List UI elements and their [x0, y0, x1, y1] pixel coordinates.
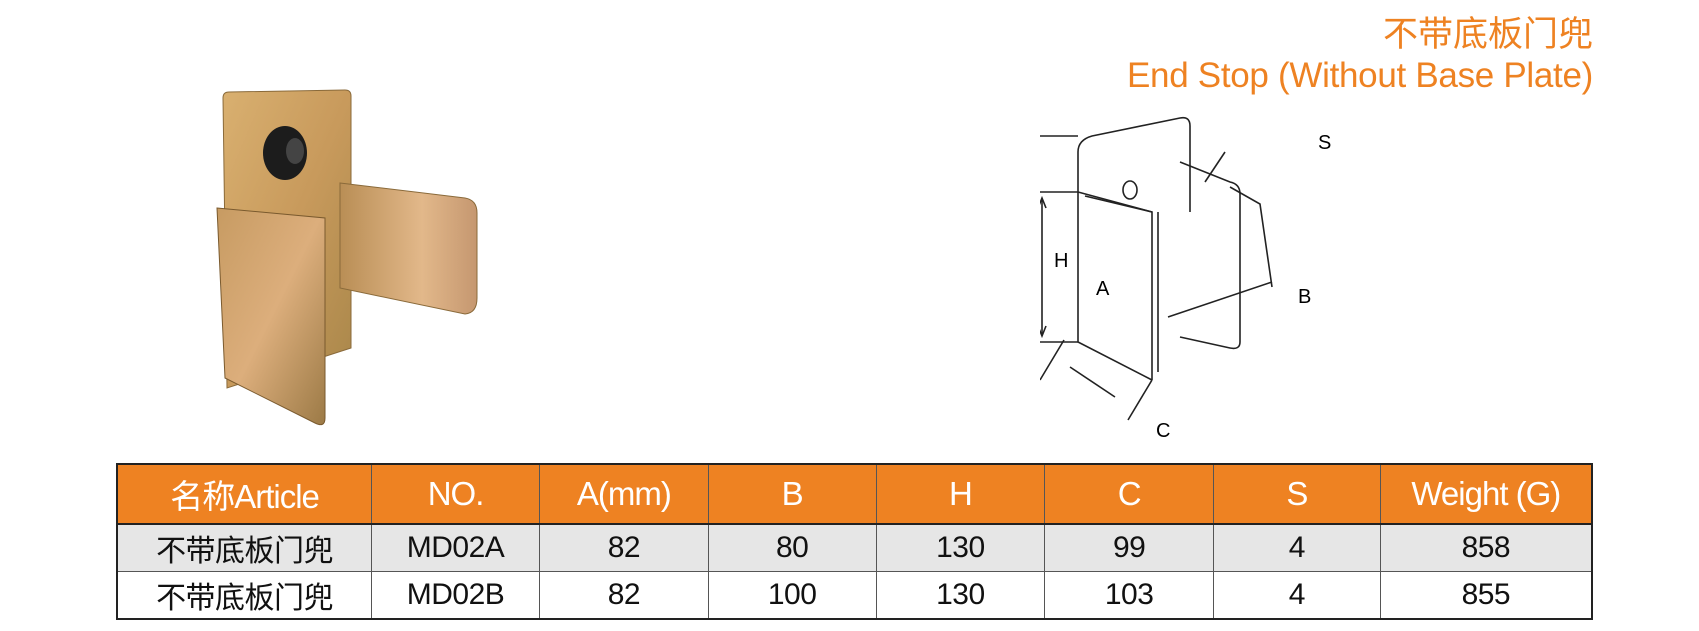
header-a: A(mm)	[538, 463, 709, 525]
cell-h: 130	[875, 523, 1046, 572]
cell-a: 82	[538, 523, 709, 572]
table-row: 不带底板门兜 MD02B 82 100 130 103 4 855	[116, 571, 1593, 620]
label-b: B	[1298, 286, 1312, 308]
cell-s: 4	[1213, 571, 1381, 620]
cell-no: MD02A	[371, 523, 540, 572]
header-c: C	[1044, 463, 1214, 525]
label-s: S	[1318, 132, 1332, 154]
dimension-diagram	[1040, 116, 1273, 421]
cell-c: 99	[1044, 523, 1214, 572]
cell-c: 103	[1044, 571, 1214, 620]
header-article: 名称Article	[116, 463, 373, 525]
title-chinese: 不带底板门兜	[1382, 15, 1593, 54]
table-row: 不带底板门兜 MD02A 82 80 130 99 4 858	[116, 523, 1593, 572]
cell-b: 80	[707, 523, 877, 572]
cell-a: 82	[538, 571, 709, 620]
cell-article: 不带底板门兜	[116, 571, 373, 620]
cell-s: 4	[1213, 523, 1381, 572]
spec-table: 名称Article NO. A(mm) B H C S Weight (G) 不…	[116, 463, 1593, 620]
header-weight: Weight (G)	[1379, 463, 1593, 525]
header-s: S	[1213, 463, 1381, 525]
header-h: H	[875, 463, 1046, 525]
label-a: A	[1096, 278, 1110, 300]
title-english: End Stop (Without Base Plate)	[1127, 56, 1593, 95]
header-b: B	[707, 463, 877, 525]
table-header-row: 名称Article NO. A(mm) B H C S Weight (G)	[116, 463, 1593, 525]
cell-h: 130	[875, 571, 1046, 620]
cell-b: 100	[707, 571, 877, 620]
label-c: C	[1156, 420, 1171, 442]
label-h: H	[1054, 250, 1069, 272]
cell-no: MD02B	[371, 571, 540, 620]
cell-weight: 858	[1379, 523, 1593, 572]
cell-article: 不带底板门兜	[116, 523, 373, 572]
product-photo	[216, 89, 478, 426]
header-no: NO.	[371, 463, 540, 525]
cell-weight: 855	[1379, 571, 1593, 620]
